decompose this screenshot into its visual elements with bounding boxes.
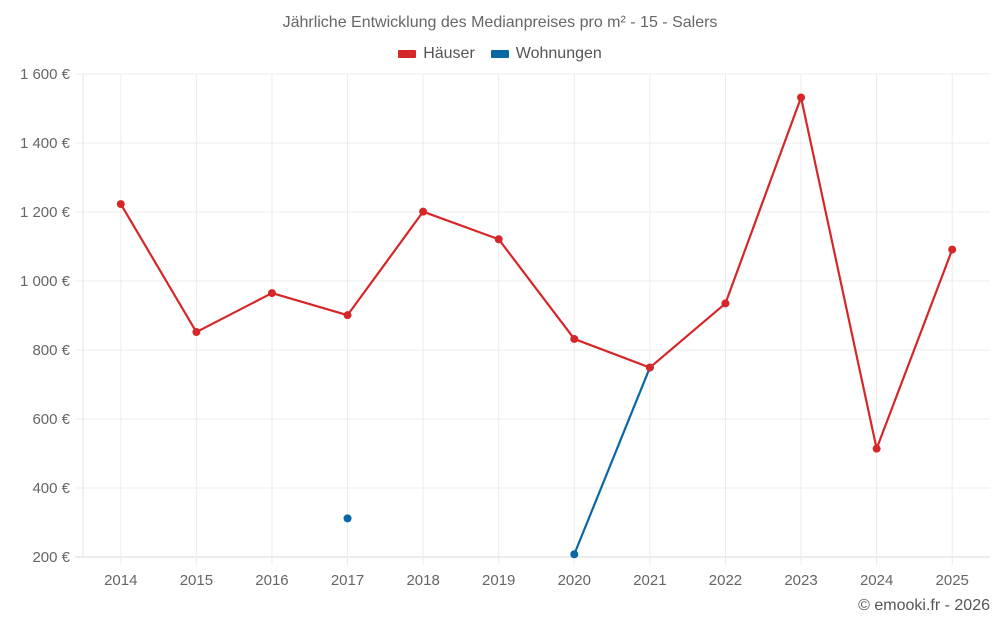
series-häuser [116, 93, 957, 453]
x-tick-label: 2014 [104, 572, 137, 589]
data-point[interactable] [721, 299, 730, 308]
legend-swatch-haeuser-icon [398, 50, 417, 58]
x-tick-label: 2022 [709, 572, 742, 589]
data-point[interactable] [343, 311, 352, 320]
x-tick-label: 2021 [633, 572, 666, 589]
y-tick-label: 200 € [32, 549, 70, 566]
data-point[interactable] [192, 328, 201, 337]
data-point[interactable] [948, 245, 957, 254]
x-tick-label: 2020 [558, 572, 591, 589]
data-point[interactable] [645, 363, 654, 372]
x-tick-label: 2015 [180, 572, 213, 589]
x-tick-label: 2016 [255, 572, 288, 589]
data-point[interactable] [419, 207, 428, 216]
y-tick-label: 1 200 € [20, 204, 71, 221]
legend-item-wohnungen[interactable]: Wohnungen [490, 45, 602, 63]
legend: Häuser Wohnungen [0, 45, 1000, 63]
data-point[interactable] [570, 550, 579, 559]
legend-swatch-wohnungen-icon [490, 50, 509, 58]
x-tick-label: 2024 [860, 572, 893, 589]
data-point[interactable] [797, 93, 806, 102]
gridlines [75, 73, 990, 565]
legend-label-haeuser: Häuser [423, 45, 475, 62]
data-point[interactable] [570, 334, 579, 343]
y-tick-label: 600 € [32, 411, 70, 428]
legend-item-haeuser[interactable]: Häuser [398, 45, 475, 63]
copyright-footer: © emooki.fr - 2026 [858, 597, 990, 614]
x-tick-label: 2017 [331, 572, 364, 589]
x-tick-label: 2018 [406, 572, 439, 589]
data-point[interactable] [267, 289, 276, 298]
y-tick-label: 1 000 € [20, 273, 71, 290]
x-tick-label: 2023 [784, 572, 817, 589]
data-point[interactable] [343, 514, 352, 523]
y-tick-label: 800 € [32, 342, 70, 359]
y-tick-label: 1 400 € [20, 135, 71, 152]
y-tick-label: 400 € [32, 480, 70, 497]
y-axis: 200 € 400 € 600 € 800 € 1 000 € 1 200 € 1 400 … [20, 66, 71, 566]
x-axis: 2014 2015 2016 2017 2018 2019 2020 2021 2022 2023… [104, 572, 969, 589]
x-tick-label: 2019 [482, 572, 515, 589]
series-layer [116, 93, 957, 559]
y-tick-label: 1 600 € [20, 66, 71, 83]
x-tick-label: 2025 [936, 572, 969, 589]
data-point[interactable] [494, 235, 503, 244]
data-point[interactable] [116, 200, 125, 209]
chart-title: Jährliche Entwicklung des Medianpreises … [282, 14, 718, 31]
legend-label-wohnungen: Wohnungen [515, 45, 602, 62]
data-point[interactable] [872, 444, 881, 453]
